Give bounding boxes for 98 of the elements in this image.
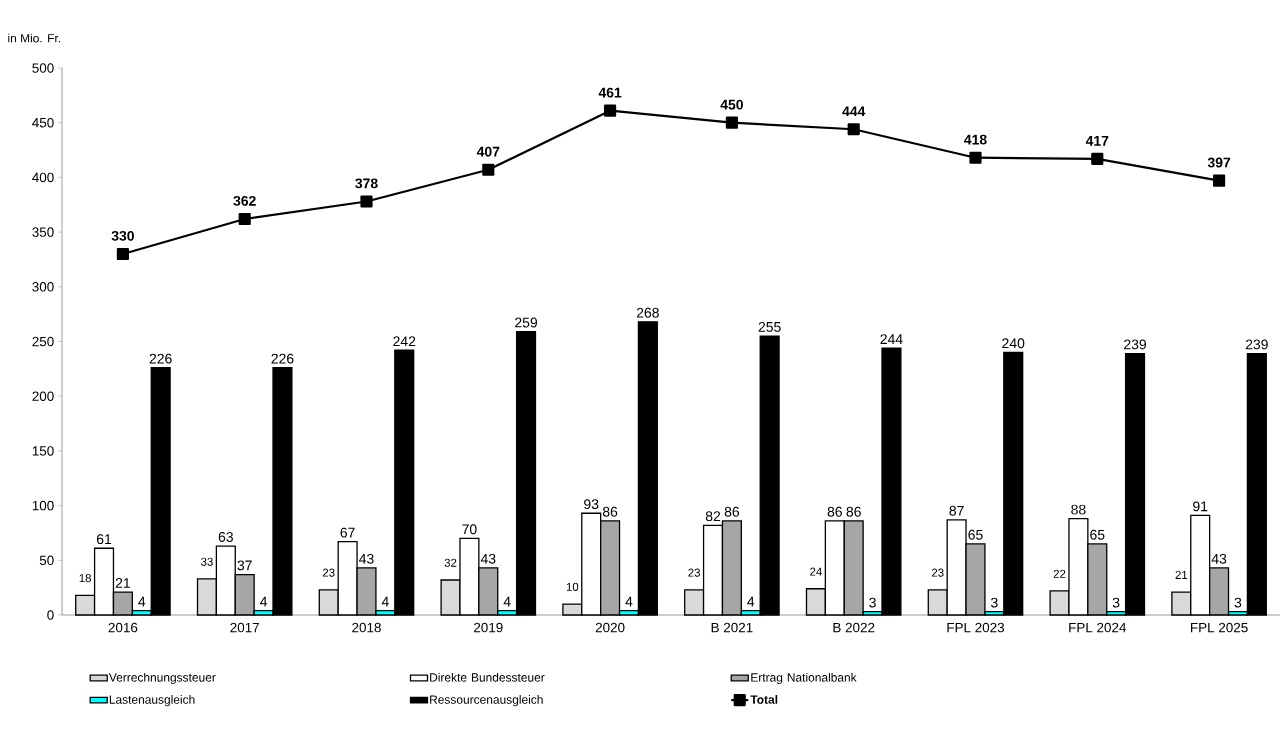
data-label: 330: [111, 230, 134, 241]
data-label: 3: [1234, 597, 1242, 608]
data-label: 3: [869, 597, 876, 608]
data-label: 37: [237, 560, 252, 571]
data-label: 88: [1071, 504, 1086, 515]
legend-label: Ressourcenausgleich: [430, 695, 543, 707]
data-label: 93: [584, 499, 599, 510]
data-label: 4: [747, 596, 755, 607]
data-label: 450: [720, 99, 743, 110]
data-label: 82: [705, 511, 721, 522]
point: [238, 212, 251, 226]
data-label: 10: [566, 582, 579, 591]
legend-label: Ertrag Nationalbank: [751, 672, 857, 685]
point: [360, 195, 373, 208]
x-tick-label: 2018: [352, 622, 381, 633]
point: [116, 247, 129, 261]
data-label: 255: [758, 321, 781, 332]
data-label: 33: [201, 557, 213, 566]
data-label: 22: [1053, 569, 1066, 578]
data-label: 21: [115, 578, 130, 588]
x-tick-label: 2020: [595, 622, 625, 633]
legend-label: Verrechnungssteuer: [108, 672, 216, 685]
data-label: 70: [462, 524, 477, 535]
data-label: 4: [381, 596, 389, 607]
data-label: 444: [842, 106, 866, 117]
data-label: 18: [79, 574, 92, 583]
data-label: 268: [636, 307, 659, 318]
y-tick-label: 150: [32, 446, 54, 456]
data-label: 86: [846, 506, 861, 517]
y-tick-label: 100: [32, 500, 54, 511]
x-tick-label: FPL 2023: [947, 622, 1005, 633]
data-label: 91: [1193, 501, 1208, 512]
data-label: 86: [724, 506, 740, 517]
y-tick-label: 350: [32, 227, 54, 237]
data-label: 21: [1175, 570, 1188, 579]
data-label: 43: [480, 553, 496, 564]
point: [969, 151, 982, 164]
x-tick-label: 2019: [474, 622, 503, 633]
data-label: 65: [1090, 529, 1105, 540]
legend-label: Lastenausgleich: [109, 695, 195, 707]
data-label: 397: [1207, 157, 1231, 168]
x-tick-label: FPL 2024: [1069, 622, 1127, 633]
data-label: 461: [598, 87, 622, 98]
y-tick-label: 50: [39, 555, 54, 566]
y-tick-label: 450: [32, 117, 54, 128]
data-label: 239: [1245, 339, 1268, 350]
y-tick-label: 300: [32, 282, 54, 292]
legend-label: Total: [750, 695, 778, 704]
data-label: 242: [393, 336, 416, 347]
data-label: 23: [931, 568, 944, 577]
x-tick-label: 2017: [230, 622, 259, 633]
x-tick-label: B 2021: [711, 622, 753, 633]
y-tick-label: 500: [32, 63, 54, 73]
data-label: 4: [503, 596, 511, 607]
data-label: 87: [949, 505, 964, 516]
x-tick-label: FPL 2025: [1191, 622, 1248, 633]
data-label: 226: [271, 353, 294, 364]
y-axis-title: in Mio. Fr.: [8, 33, 61, 43]
point: [482, 163, 495, 176]
data-label: 407: [476, 146, 500, 157]
y-tick-label: 200: [32, 391, 54, 401]
data-label: 378: [355, 178, 378, 189]
data-label: 417: [1085, 136, 1109, 146]
data-label: 362: [233, 195, 256, 206]
y-tick-label: 0: [47, 610, 54, 620]
data-label: 23: [688, 568, 700, 577]
data-label: 24: [810, 567, 822, 576]
data-label: 4: [260, 596, 268, 607]
data-label: 4: [625, 596, 633, 607]
data-label: 67: [340, 527, 355, 538]
data-label: 3: [991, 597, 998, 608]
data-label: 240: [1002, 338, 1025, 349]
data-label: 43: [1211, 553, 1227, 564]
data-label: 65: [968, 529, 983, 540]
data-label: 239: [1124, 339, 1147, 350]
data-label: 32: [444, 558, 457, 567]
point: [847, 123, 860, 136]
data-label: 86: [602, 506, 618, 517]
y-tick-label: 250: [32, 336, 54, 347]
data-label: 23: [322, 568, 335, 577]
data-label: 61: [96, 534, 112, 545]
data-label: 226: [149, 353, 172, 364]
legend-label: Direkte Bundessteuer: [430, 672, 545, 682]
point: [725, 116, 738, 129]
data-label: 86: [827, 506, 842, 517]
data-label: 244: [880, 334, 903, 344]
point: [604, 104, 617, 117]
y-tick-label: 400: [32, 172, 54, 183]
data-label: 43: [359, 553, 374, 564]
x-tick-label: 2016: [108, 622, 138, 633]
point: [1091, 152, 1104, 165]
data-label: 63: [218, 532, 233, 542]
data-label: 3: [1112, 597, 1120, 608]
data-label: 4: [138, 596, 146, 607]
data-label: 418: [964, 134, 987, 145]
x-tick-label: B 2022: [833, 622, 875, 633]
data-label: 259: [515, 317, 538, 328]
point: [1213, 174, 1226, 187]
